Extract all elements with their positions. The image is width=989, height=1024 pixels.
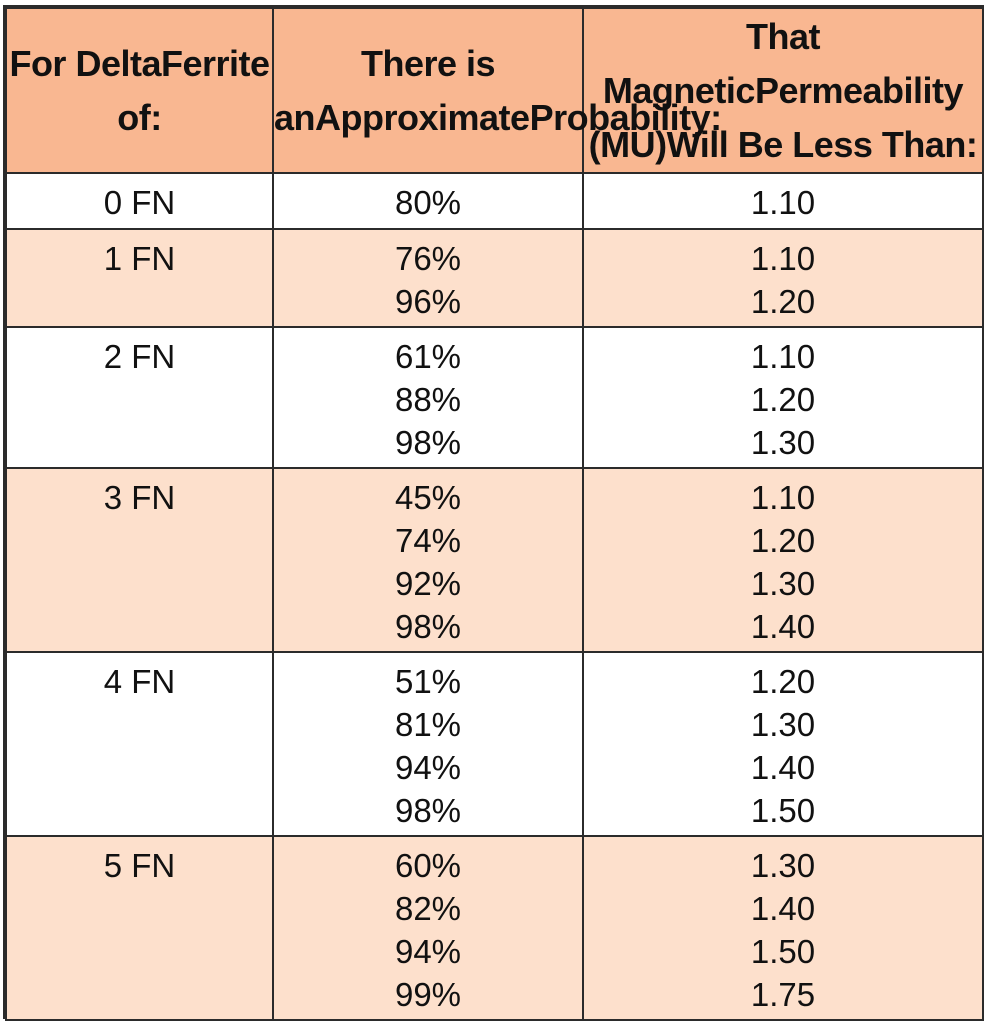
permeability-cell: 1.30 1.40 1.50 1.75 (582, 835, 984, 1021)
permeability-value: 1.40 (750, 608, 816, 645)
permeability-value: 1.40 (750, 890, 816, 927)
table-row: 3 FN 45% 74% 92% 98% 1.10 1.20 1.30 1.40 (5, 467, 984, 653)
ferrite-value: 0 FN (103, 184, 176, 221)
table-row: 5 FN 60% 82% 94% 99% 1.30 1.40 1.50 1.75 (5, 835, 984, 1021)
table-body: 0 FN 80% 1.10 1 FN 76% 96% 1.10 1.20 2 FN 61% 88% 9… (5, 172, 984, 1021)
ferrite-value: 1 FN (103, 240, 176, 277)
ferrite-cell: 0 FN (5, 172, 274, 230)
permeability-value: 1.10 (750, 479, 816, 516)
table-row: 1 FN 76% 96% 1.10 1.20 (5, 228, 984, 328)
probability-value: 76% (394, 240, 462, 277)
header-ferrite: For DeltaFerrite of: (5, 7, 274, 174)
table-row: 4 FN 51% 81% 94% 98% 1.20 1.30 1.40 1.50 (5, 651, 984, 837)
header-line: Approximate (315, 96, 530, 138)
header-line: Ferrite of: (117, 42, 270, 138)
header-line: That Magnetic (602, 15, 821, 111)
probability-value: 61% (394, 338, 462, 375)
probability-value: 60% (394, 847, 462, 884)
probability-value: 45% (394, 479, 462, 516)
permeability-cell: 1.10 (582, 172, 984, 230)
probability-value: 98% (394, 608, 462, 645)
permeability-value: 1.50 (750, 933, 816, 970)
probability-value: 92% (394, 565, 462, 602)
ferrite-cell: 4 FN (5, 651, 274, 837)
permeability-cell: 1.10 1.20 (582, 228, 984, 328)
header-row: For DeltaFerrite of: There is anApproxim… (5, 7, 984, 174)
permeability-value: 1.20 (750, 522, 816, 559)
probability-cell: 45% 74% 92% 98% (272, 467, 584, 653)
probability-cell: 60% 82% 94% 99% (272, 835, 584, 1021)
probability-value: 80% (394, 184, 462, 221)
permeability-value: 1.20 (750, 381, 816, 418)
probability-cell: 80% (272, 172, 584, 230)
permeability-value: 1.40 (750, 749, 816, 786)
permeability-cell: 1.10 1.20 1.30 1.40 (582, 467, 984, 653)
permeability-value: 1.30 (750, 706, 816, 743)
table-row: 0 FN 80% 1.10 (5, 172, 984, 230)
probability-value: 82% (394, 890, 462, 927)
probability-cell: 51% 81% 94% 98% (272, 651, 584, 837)
permeability-value: 1.10 (750, 184, 816, 221)
permeability-value: 1.30 (750, 565, 816, 602)
probability-value: 98% (394, 424, 462, 461)
probability-value: 74% (394, 522, 462, 559)
probability-value: 98% (394, 792, 462, 829)
permeability-value: 1.20 (750, 663, 816, 700)
permeability-value: 1.30 (750, 847, 816, 884)
permeability-value: 1.75 (750, 976, 816, 1013)
header-permeability: That MagneticPermeability (MU)Will Be Le… (582, 7, 984, 174)
probability-value: 88% (394, 381, 462, 418)
header-line: For Delta (9, 42, 161, 84)
ferrite-value: 4 FN (103, 663, 176, 700)
probability-value: 96% (394, 283, 462, 320)
header-line: Will Be Less Than: (666, 123, 978, 165)
permeability-cell: 1.20 1.30 1.40 1.50 (582, 651, 984, 837)
permeability-value: 1.30 (750, 424, 816, 461)
ferrite-cell: 3 FN (5, 467, 274, 653)
permeability-cell: 1.10 1.20 1.30 (582, 326, 984, 469)
ferrite-value: 3 FN (103, 479, 176, 516)
permeability-value: 1.10 (750, 338, 816, 375)
header-line: Permeability (MU) (588, 69, 964, 165)
permeability-value: 1.50 (750, 792, 816, 829)
header-line: There is an (274, 42, 496, 138)
probability-value: 81% (394, 706, 462, 743)
permeability-value: 1.10 (750, 240, 816, 277)
ferrite-value: 2 FN (103, 338, 176, 375)
ferrite-permeability-table-frame: For DeltaFerrite of: There is anApproxim… (3, 5, 984, 1021)
ferrite-cell: 5 FN (5, 835, 274, 1021)
probability-cell: 76% 96% (272, 228, 584, 328)
probability-value: 94% (394, 749, 462, 786)
probability-value: 99% (394, 976, 462, 1013)
header-probability: There is anApproximateProbability: (272, 7, 722, 174)
ferrite-value: 5 FN (103, 847, 176, 884)
probability-cell: 61% 88% 98% (272, 326, 584, 469)
probability-value: 94% (394, 933, 462, 970)
table-row: 2 FN 61% 88% 98% 1.10 1.20 1.30 (5, 326, 984, 469)
ferrite-cell: 1 FN (5, 228, 274, 328)
probability-value: 51% (394, 663, 462, 700)
permeability-value: 1.20 (750, 283, 816, 320)
ferrite-cell: 2 FN (5, 326, 274, 469)
ferrite-permeability-table: For DeltaFerrite of: There is anApproxim… (5, 7, 984, 1021)
